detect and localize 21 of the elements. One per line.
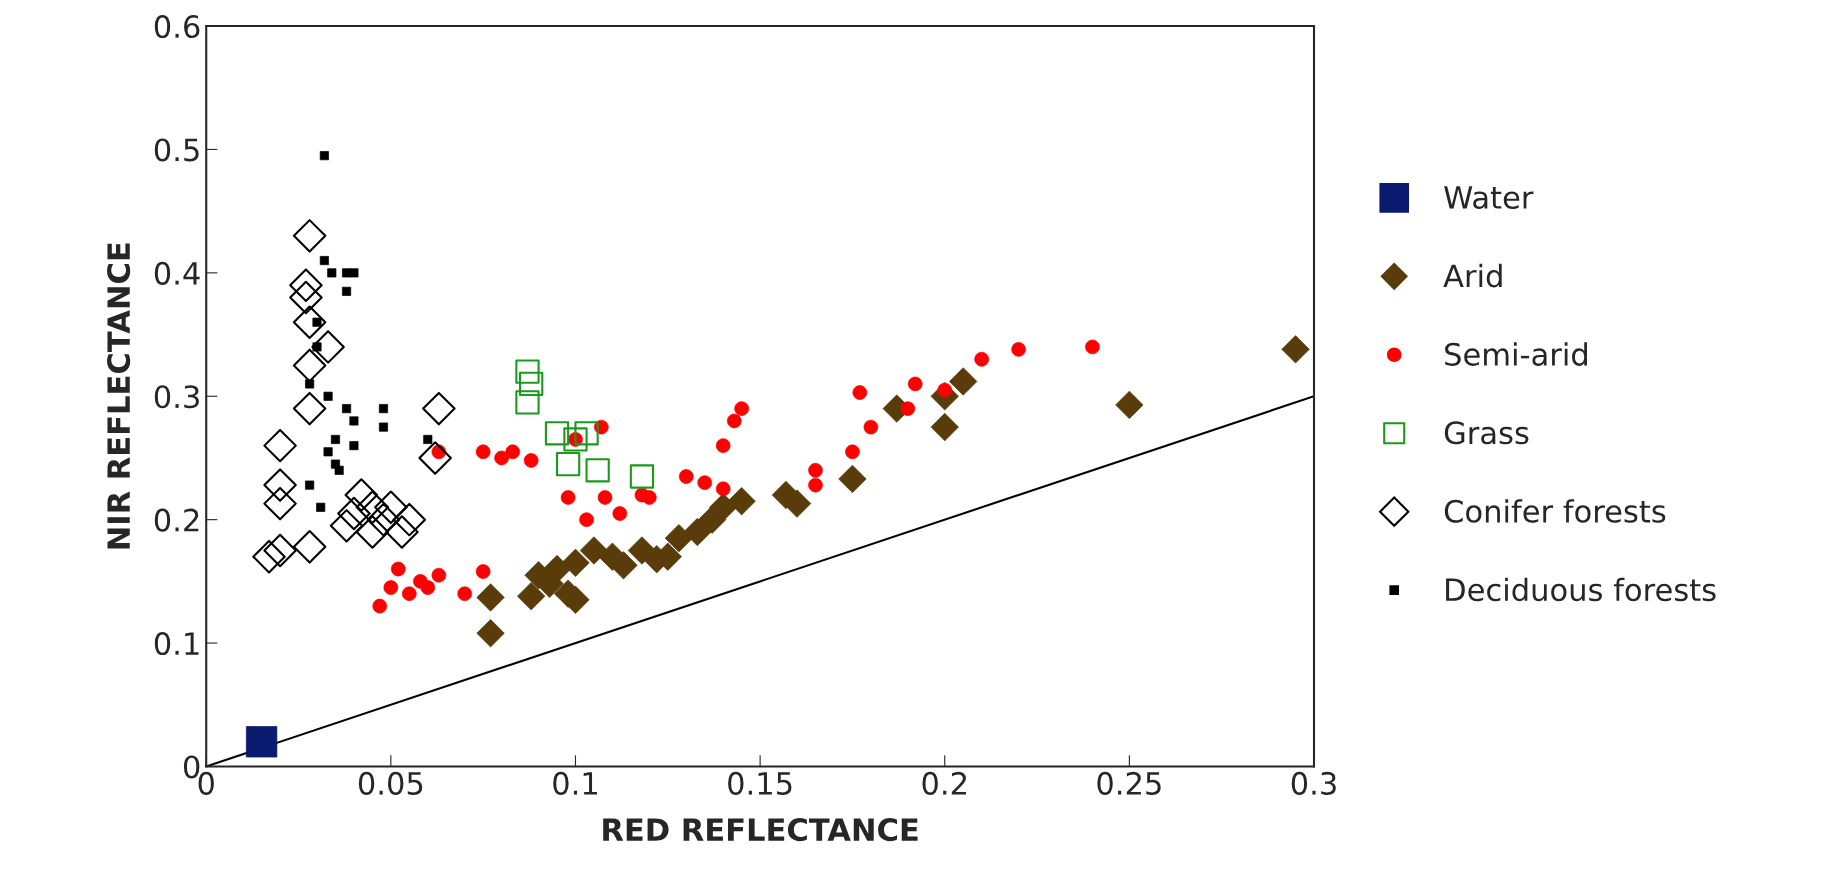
x-axis-title: RED REFLECTANCE	[603, 818, 918, 842]
x-tick-label: 0.15	[728, 771, 792, 795]
legend-label: Water	[1444, 186, 1534, 209]
y-tick-label: 0.5	[154, 138, 199, 162]
y-tick-label: 0	[183, 755, 200, 779]
y-tick-label: 0.2	[154, 508, 199, 532]
y-tick-label: 0.1	[154, 631, 199, 656]
x-tick-label: 0.1	[553, 771, 597, 795]
legend-label: Arid	[1443, 263, 1502, 288]
x-tick-label: 0.25	[1097, 771, 1161, 795]
legend-label: Semi-arid	[1445, 342, 1587, 366]
y-tick-label: 0.6	[154, 15, 200, 39]
x-tick-label: 0.3	[1291, 771, 1336, 795]
y-tick-label: 0.3	[154, 385, 199, 409]
x-tick-label: 0.05	[358, 771, 423, 795]
y-axis-title: NIR REFLECTANCE	[107, 243, 131, 549]
x-tick-label: 0.2	[922, 771, 966, 795]
legend-label: Deciduous forests	[1446, 577, 1716, 602]
legend-label: Conifer forests	[1444, 499, 1666, 523]
legend-label: Grass	[1444, 421, 1529, 445]
y-tick-label: 0.4	[154, 261, 200, 285]
